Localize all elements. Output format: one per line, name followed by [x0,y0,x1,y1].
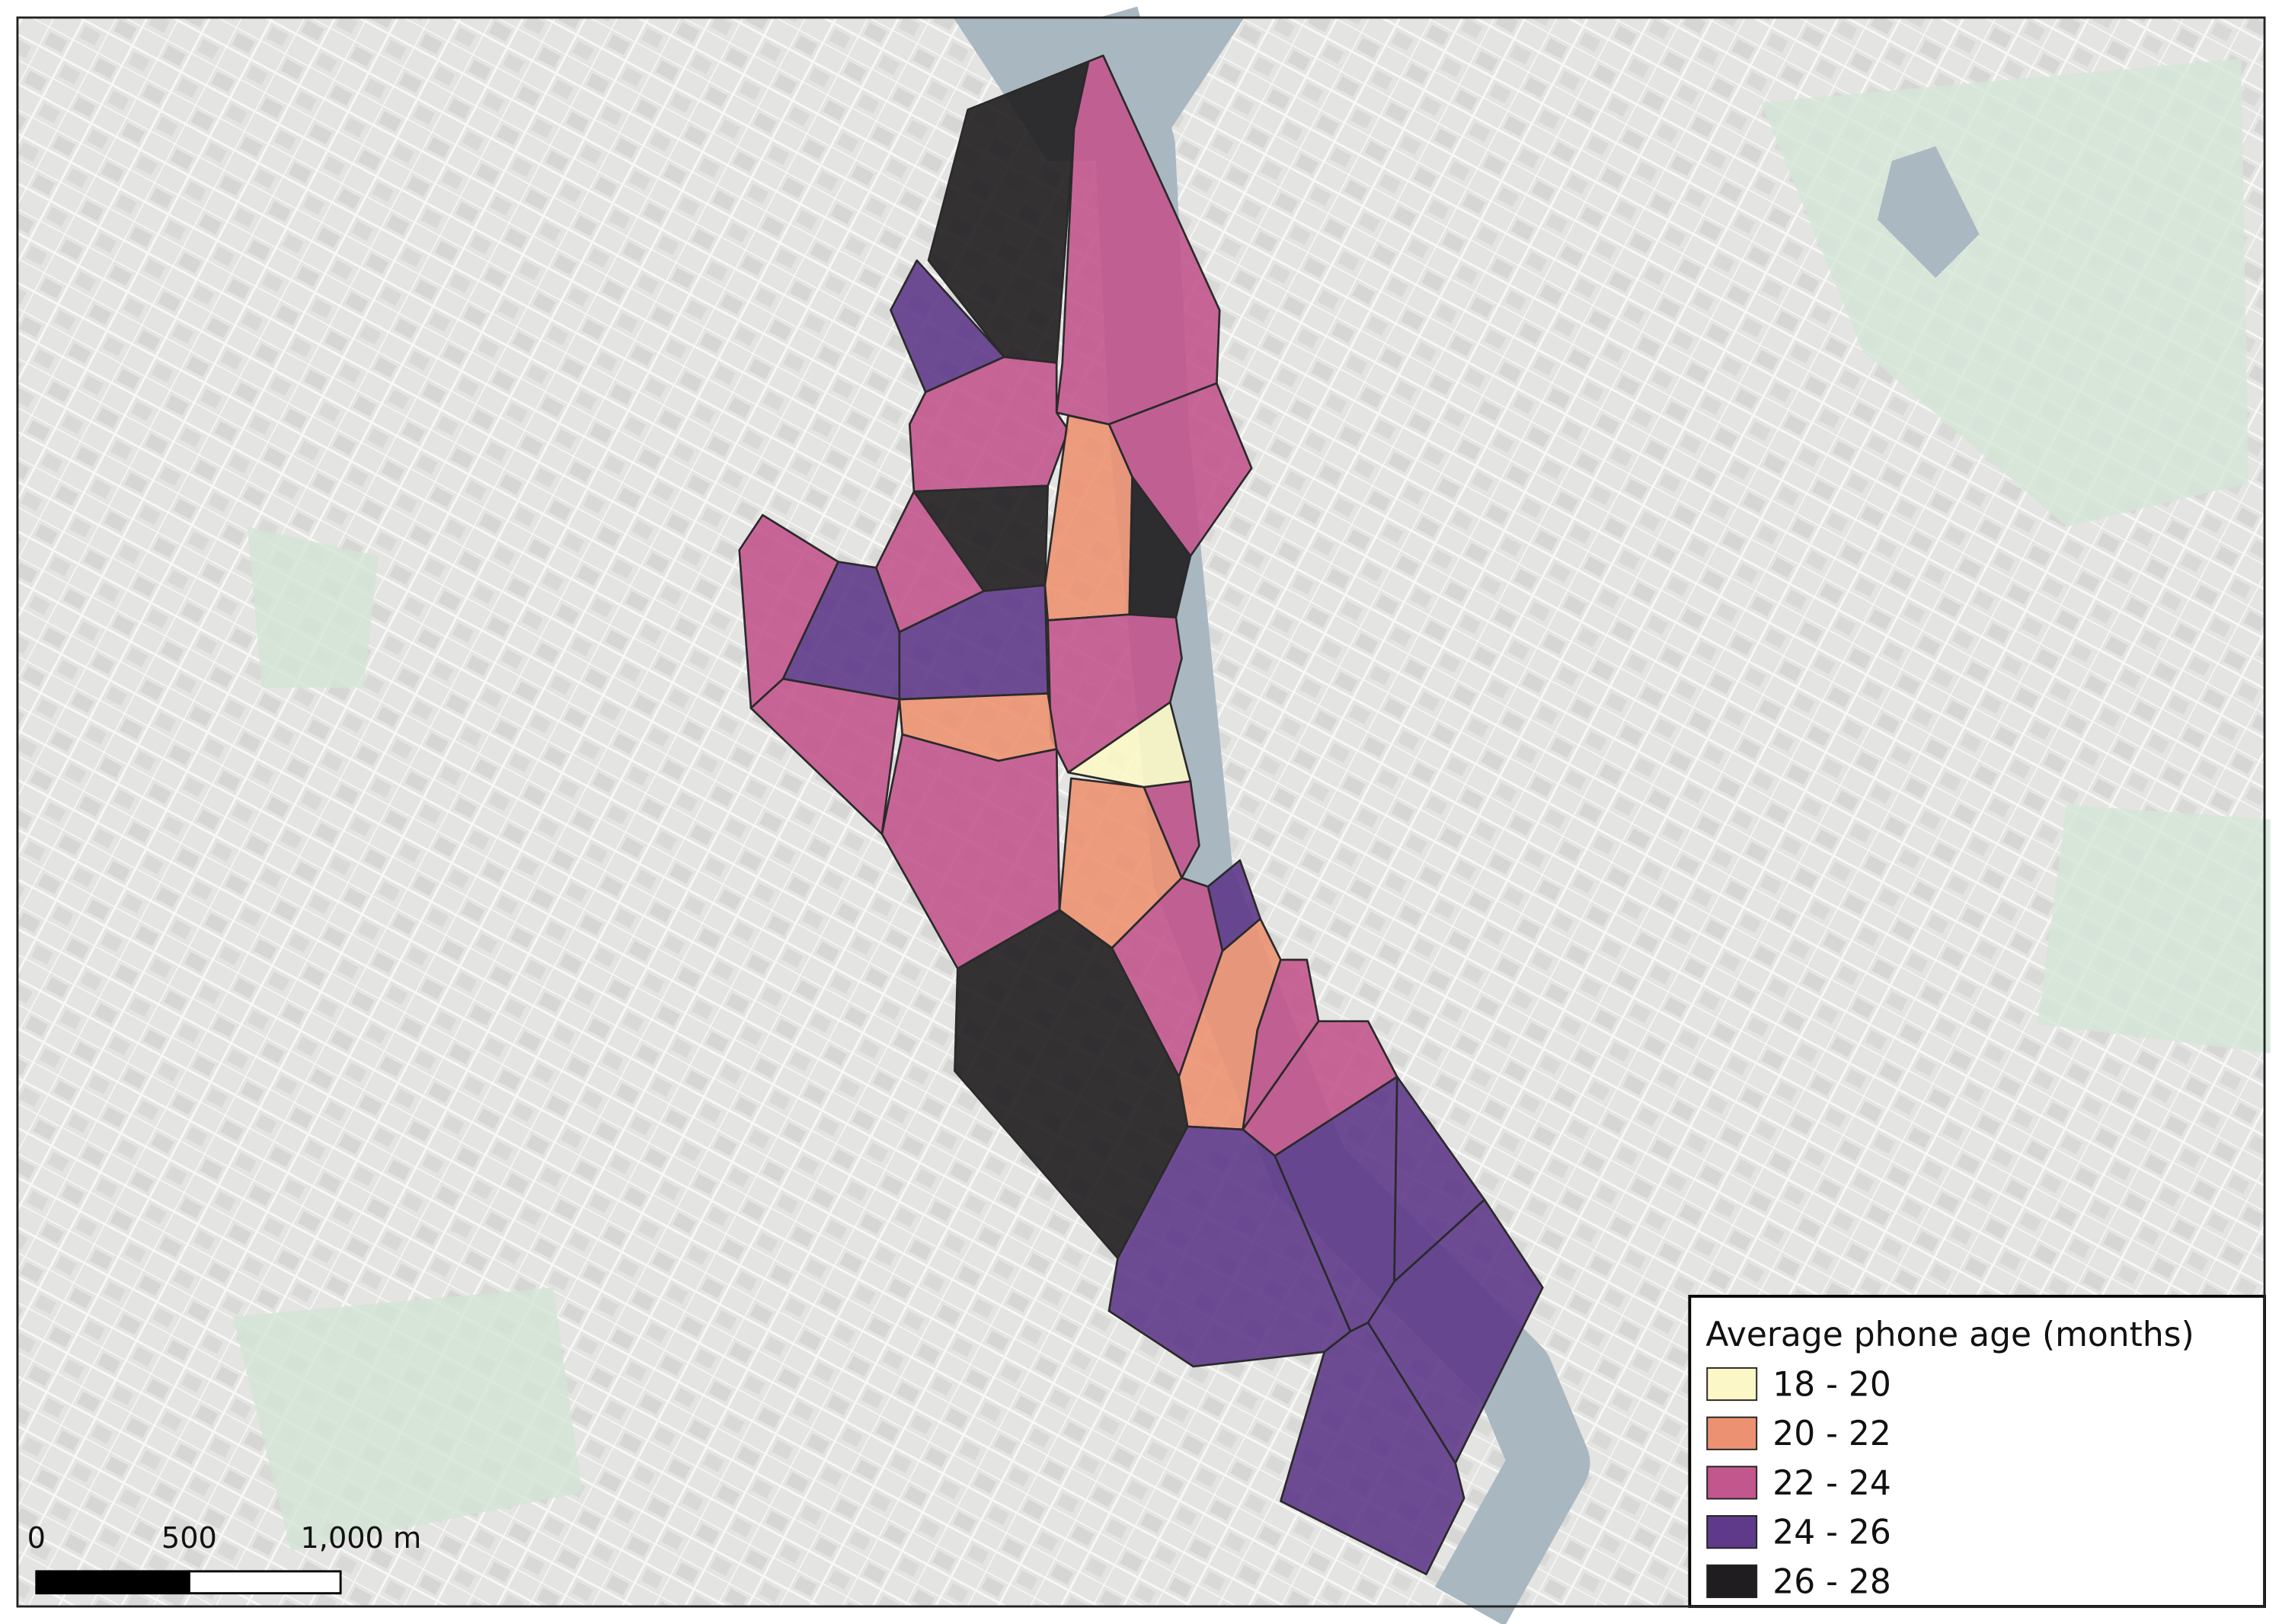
district [1143,780,1200,879]
scale-label: 500 [161,1521,217,1555]
legend-box [1688,1294,2266,1608]
scale-bar: 0 500 1,000 m [27,1521,422,1595]
scale-segment [187,1570,342,1595]
lake [1877,146,1980,278]
map-frame [16,16,2266,1608]
legend-label: 18 - 20 [1772,1365,1891,1404]
district [1280,1321,1465,1576]
legend-swatch [1706,1515,1758,1549]
legend-swatch [1706,1564,1758,1599]
legend-label: 24 - 26 [1772,1513,1891,1552]
scale-label: 0 [27,1521,46,1555]
scale-segment [35,1570,190,1595]
legend-label: 20 - 22 [1772,1415,1891,1453]
districts [738,54,1544,1576]
legend-label: 22 - 24 [1772,1464,1891,1503]
legend-swatch [1706,1466,1758,1500]
park [1760,58,2249,527]
district [1242,958,1320,1131]
legend-swatch [1706,1416,1758,1450]
district [898,583,1050,701]
park [2038,804,2271,1053]
park [232,1287,583,1551]
legend-label: 26 - 28 [1772,1562,1891,1601]
legend-title: Average phone age (months) [1705,1316,2194,1354]
scale-label: 1,000 m [301,1521,422,1555]
park [247,526,379,688]
legend-swatch [1706,1367,1758,1402]
legend: Average phone age (months) 18 - 20 20 - 2… [1688,1294,2266,1608]
